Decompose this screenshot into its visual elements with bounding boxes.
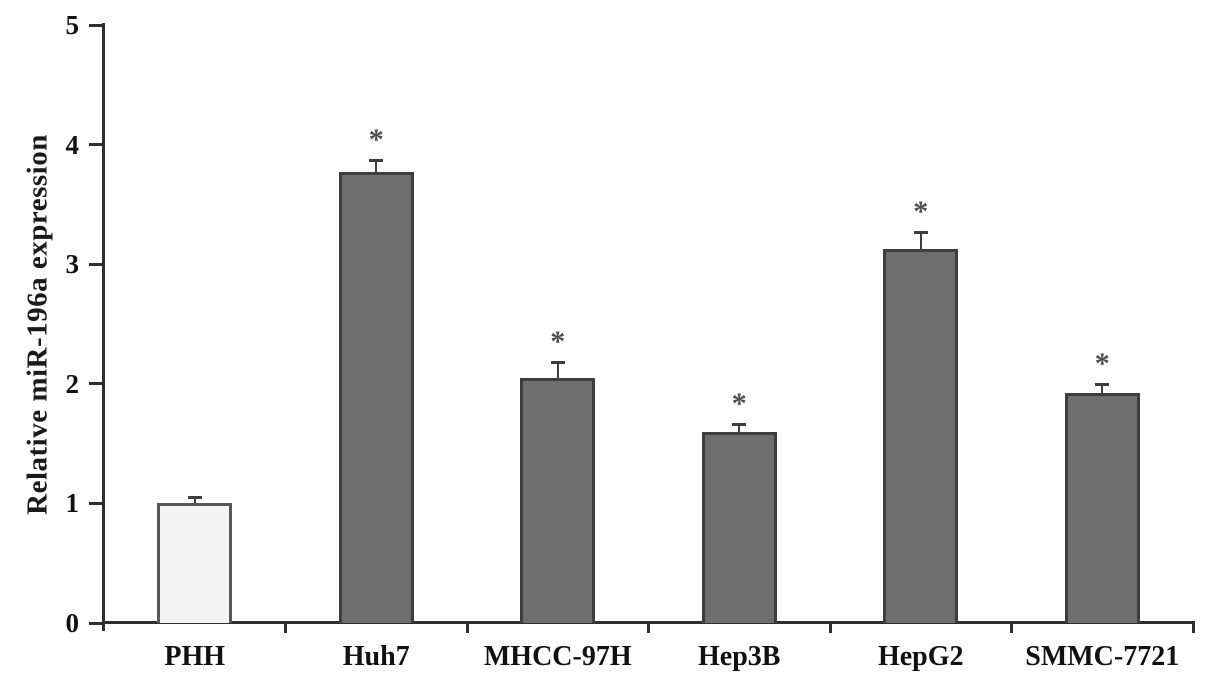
error-bar-cap (1095, 382, 1110, 386)
x-tick-mark (1191, 623, 1195, 633)
error-bar (375, 160, 378, 173)
error-bar-cap (550, 361, 565, 365)
x-category-label: SMMC-7721 (1025, 641, 1180, 672)
x-tick-mark (465, 623, 469, 633)
significance-asterisk: * (368, 123, 384, 157)
error-bar-cap (187, 496, 202, 500)
significance-asterisk: * (913, 194, 929, 228)
y-tick-mark (89, 262, 104, 266)
bar-mhcc-97h (520, 377, 596, 623)
y-tick-label: 1 (65, 488, 80, 519)
y-tick-mark (89, 621, 104, 625)
bar-smmc-7721 (1064, 393, 1140, 623)
y-tick-mark (89, 23, 104, 27)
error-bar (919, 231, 922, 249)
bar-phh (157, 503, 233, 623)
error-bar-cap (732, 423, 747, 427)
y-axis-title: Relative miR-196a expression (21, 134, 54, 515)
error-bar-cap (913, 230, 928, 234)
y-tick-label: 0 (65, 608, 80, 638)
x-category-label: MHCC-97H (483, 641, 632, 672)
significance-asterisk: * (550, 325, 566, 359)
y-tick-label: 5 (65, 10, 80, 40)
y-tick-mark (89, 143, 104, 147)
error-bar-cap (369, 159, 384, 163)
x-tick-mark (828, 623, 832, 633)
bar-huh7 (338, 172, 414, 623)
x-category-label: PHH (164, 641, 226, 672)
y-tick-mark (89, 382, 104, 386)
y-tick-mark (89, 501, 104, 505)
x-category-label: HepG2 (877, 641, 964, 672)
error-bar (1101, 383, 1104, 394)
y-tick-label: 2 (65, 368, 80, 399)
bar-hepg2 (883, 248, 959, 623)
x-axis-line (102, 621, 1195, 624)
x-tick-mark (1010, 623, 1013, 633)
y-tick-label: 4 (65, 129, 80, 160)
y-axis-line (102, 23, 105, 631)
x-tick-mark (647, 623, 650, 633)
y-tick-label: 3 (65, 249, 80, 280)
error-bar (738, 424, 741, 432)
error-bar (556, 362, 559, 378)
x-category-label: Hep3B (698, 641, 781, 672)
significance-asterisk: * (731, 387, 747, 421)
x-category-label: Huh7 (342, 641, 410, 672)
error-bar (193, 497, 196, 504)
bar-hep3b (701, 431, 777, 623)
significance-asterisk: * (1094, 346, 1110, 380)
x-tick-mark (284, 623, 287, 633)
